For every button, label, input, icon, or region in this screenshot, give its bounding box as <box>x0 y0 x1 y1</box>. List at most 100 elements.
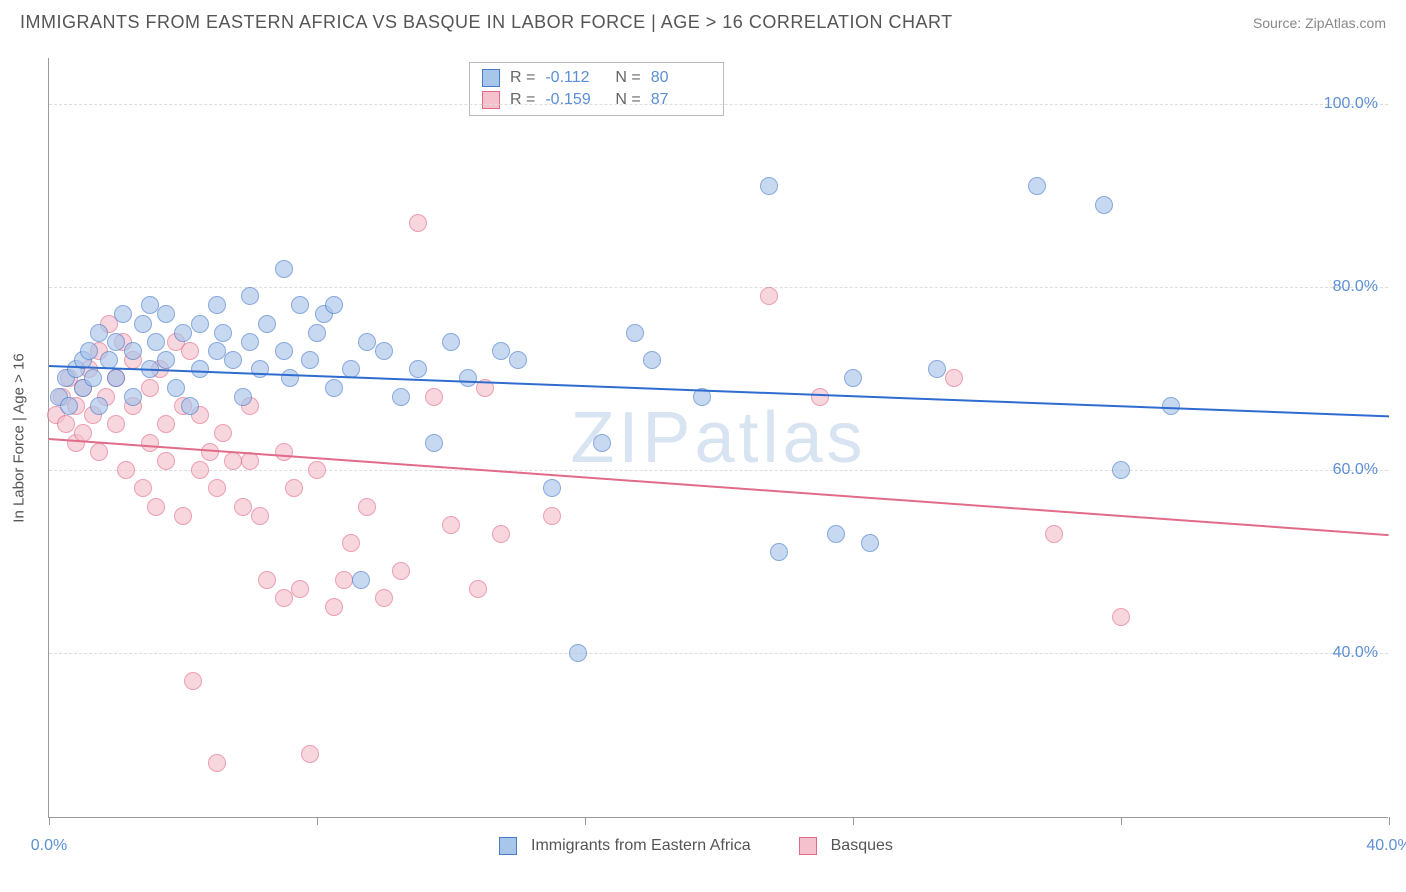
scatter-point <box>251 507 269 525</box>
scatter-point <box>308 324 326 342</box>
scatter-point <box>224 351 242 369</box>
scatter-point <box>392 388 410 406</box>
scatter-point <box>134 479 152 497</box>
scatter-point <box>234 388 252 406</box>
scatter-point <box>174 507 192 525</box>
legend-swatch-2 <box>799 837 817 855</box>
scatter-point <box>157 452 175 470</box>
scatter-point <box>543 507 561 525</box>
scatter-point <box>492 525 510 543</box>
scatter-point <box>275 589 293 607</box>
scatter-point <box>167 379 185 397</box>
scatter-point <box>352 571 370 589</box>
scatter-point <box>335 571 353 589</box>
swatch-series-1 <box>482 69 500 87</box>
scatter-point <box>90 324 108 342</box>
scatter-point <box>844 369 862 387</box>
scatter-point <box>107 369 125 387</box>
scatter-point <box>827 525 845 543</box>
gridline-h <box>49 470 1388 471</box>
scatter-point <box>469 580 487 598</box>
scatter-point <box>191 360 209 378</box>
scatter-point <box>643 351 661 369</box>
scatter-point <box>174 324 192 342</box>
chart-title: IMMIGRANTS FROM EASTERN AFRICA VS BASQUE… <box>20 12 953 33</box>
scatter-point <box>60 397 78 415</box>
x-tick <box>1389 817 1390 825</box>
scatter-point <box>275 443 293 461</box>
x-tick <box>1121 817 1122 825</box>
scatter-point <box>811 388 829 406</box>
stat-row-series-1: R = -0.112 N = 80 <box>482 67 711 89</box>
scatter-point <box>409 214 427 232</box>
scatter-point <box>241 287 259 305</box>
scatter-point <box>134 315 152 333</box>
scatter-point <box>117 461 135 479</box>
scatter-point <box>107 333 125 351</box>
scatter-point <box>90 397 108 415</box>
scatter-point <box>760 287 778 305</box>
scatter-point <box>291 580 309 598</box>
scatter-point <box>191 315 209 333</box>
scatter-point <box>208 479 226 497</box>
scatter-point <box>543 479 561 497</box>
scatter-point <box>181 342 199 360</box>
scatter-point <box>626 324 644 342</box>
scatter-point <box>442 516 460 534</box>
scatter-point <box>928 360 946 378</box>
scatter-point <box>375 342 393 360</box>
scatter-point <box>301 745 319 763</box>
x-tick <box>585 817 586 825</box>
scatter-point <box>409 360 427 378</box>
scatter-point <box>141 296 159 314</box>
stat-row-series-2: R = -0.159 N = 87 <box>482 89 711 111</box>
x-tick <box>317 817 318 825</box>
scatter-point <box>124 388 142 406</box>
scatter-point <box>84 369 102 387</box>
scatter-point <box>124 342 142 360</box>
scatter-point <box>157 351 175 369</box>
source-label: Source: ZipAtlas.com <box>1253 15 1386 31</box>
correlation-stats-box: R = -0.112 N = 80 R = -0.159 N = 87 <box>469 62 724 116</box>
scatter-point <box>141 379 159 397</box>
plot-area: In Labor Force | Age > 16 ZIPatlas R = -… <box>48 58 1388 818</box>
scatter-point <box>57 415 75 433</box>
scatter-point <box>492 342 510 360</box>
scatter-point <box>147 498 165 516</box>
scatter-point <box>80 342 98 360</box>
scatter-point <box>241 333 259 351</box>
scatter-point <box>285 479 303 497</box>
scatter-point <box>1095 196 1113 214</box>
scatter-point <box>181 397 199 415</box>
r-label: R = <box>510 69 535 87</box>
scatter-point <box>1045 525 1063 543</box>
scatter-point <box>141 434 159 452</box>
scatter-point <box>459 369 477 387</box>
scatter-point <box>1028 177 1046 195</box>
scatter-point <box>425 388 443 406</box>
scatter-point <box>208 296 226 314</box>
scatter-point <box>251 360 269 378</box>
scatter-point <box>425 434 443 452</box>
legend-bottom: Immigrants from Eastern Africa Basques <box>499 837 893 855</box>
scatter-point <box>760 177 778 195</box>
scatter-point <box>1112 608 1130 626</box>
swatch-series-2 <box>482 91 500 109</box>
scatter-point <box>442 333 460 351</box>
n-label: N = <box>615 91 640 109</box>
x-tick <box>853 817 854 825</box>
watermark: ZIPatlas <box>570 397 866 479</box>
y-axis-title: In Labor Force | Age > 16 <box>11 353 28 522</box>
scatter-point <box>281 369 299 387</box>
scatter-point <box>214 424 232 442</box>
scatter-point <box>358 333 376 351</box>
legend-swatch-1 <box>499 837 517 855</box>
legend-label-1: Immigrants from Eastern Africa <box>531 837 751 855</box>
scatter-point <box>275 342 293 360</box>
scatter-point <box>325 598 343 616</box>
scatter-point <box>291 296 309 314</box>
scatter-point <box>157 415 175 433</box>
legend-label-2: Basques <box>831 837 893 855</box>
scatter-point <box>1162 397 1180 415</box>
y-tick-label: 40.0% <box>1333 644 1378 662</box>
